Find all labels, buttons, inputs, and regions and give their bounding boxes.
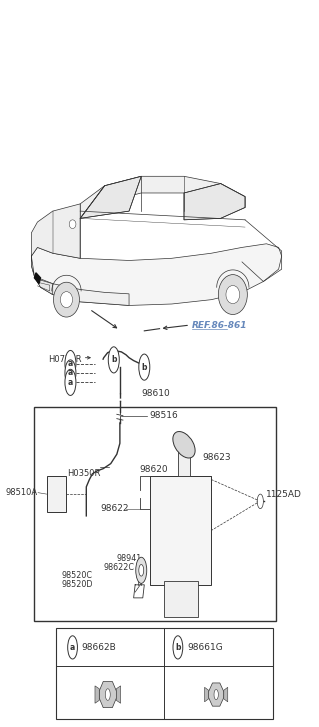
Polygon shape	[95, 686, 99, 703]
Ellipse shape	[226, 286, 240, 304]
Text: 1125AD: 1125AD	[266, 489, 302, 499]
Bar	[164, 581, 198, 617]
Text: 98610: 98610	[141, 390, 170, 398]
Circle shape	[108, 347, 119, 373]
Ellipse shape	[54, 282, 79, 317]
Polygon shape	[209, 683, 224, 706]
Text: 98520D: 98520D	[62, 580, 93, 589]
Polygon shape	[80, 176, 141, 218]
Text: a: a	[68, 378, 73, 387]
Circle shape	[65, 360, 76, 386]
Bar	[178, 451, 190, 476]
Text: 98622: 98622	[100, 504, 129, 513]
Text: 98661G: 98661G	[187, 643, 223, 652]
Text: b: b	[175, 643, 181, 652]
Polygon shape	[80, 176, 245, 218]
Text: b: b	[142, 363, 147, 371]
Text: H0350R: H0350R	[67, 469, 100, 478]
Polygon shape	[31, 244, 282, 305]
Polygon shape	[116, 686, 121, 703]
Ellipse shape	[69, 220, 76, 228]
Circle shape	[68, 636, 78, 659]
Circle shape	[65, 369, 76, 395]
Circle shape	[139, 564, 144, 576]
Bar	[47, 476, 66, 513]
Polygon shape	[31, 204, 80, 276]
Bar	[56, 628, 272, 719]
Polygon shape	[34, 273, 41, 284]
Text: 98620: 98620	[140, 465, 168, 474]
Text: H0770R: H0770R	[48, 356, 82, 364]
Polygon shape	[34, 276, 53, 294]
Text: a: a	[68, 359, 73, 368]
Circle shape	[173, 636, 183, 659]
Bar	[34, 407, 276, 621]
Polygon shape	[34, 276, 129, 305]
Text: 98623: 98623	[202, 454, 231, 462]
Polygon shape	[184, 183, 245, 220]
Text: a: a	[70, 643, 75, 652]
Text: REF.86-861: REF.86-861	[192, 321, 247, 329]
Polygon shape	[99, 681, 116, 707]
Circle shape	[139, 354, 150, 380]
Text: 98662B: 98662B	[82, 643, 116, 652]
Circle shape	[65, 350, 76, 377]
Circle shape	[136, 557, 147, 583]
Polygon shape	[224, 687, 228, 702]
Text: a: a	[68, 369, 73, 377]
Polygon shape	[204, 687, 209, 702]
Bar	[151, 476, 211, 585]
Circle shape	[214, 689, 218, 699]
Ellipse shape	[218, 275, 247, 315]
Text: b: b	[111, 356, 116, 364]
Circle shape	[105, 688, 110, 700]
Ellipse shape	[173, 432, 195, 458]
Text: 98622C: 98622C	[103, 563, 134, 571]
Text: 98510A: 98510A	[5, 488, 37, 497]
Circle shape	[257, 494, 263, 509]
Text: 98516: 98516	[149, 411, 178, 420]
Ellipse shape	[60, 292, 72, 308]
Text: 98941: 98941	[117, 554, 142, 563]
Text: 98520C: 98520C	[62, 571, 93, 580]
